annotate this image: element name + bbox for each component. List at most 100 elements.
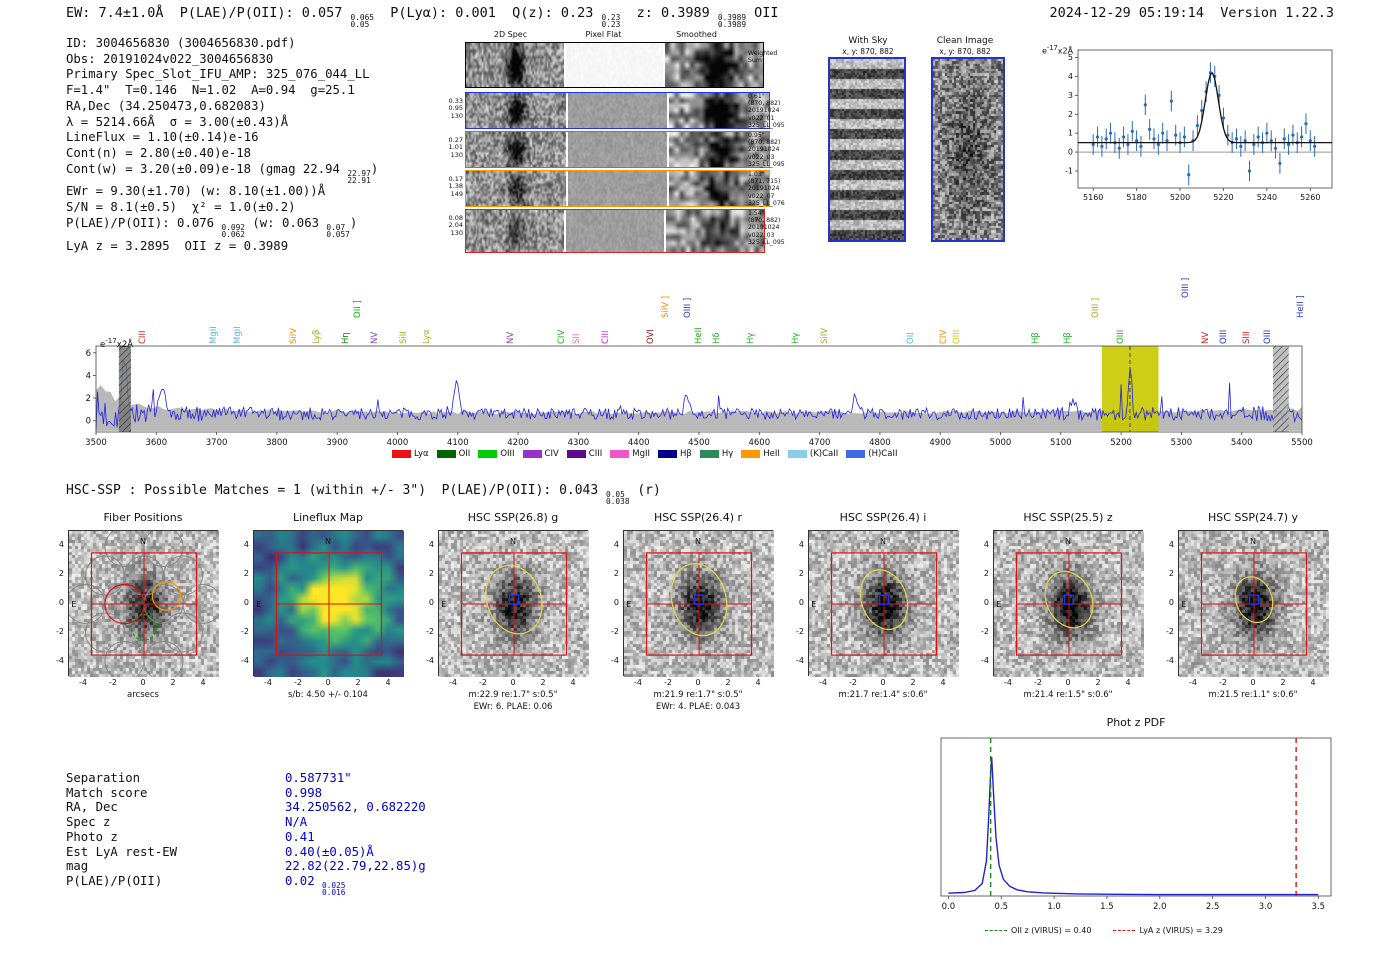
legend-item: (K)CaII bbox=[787, 449, 839, 459]
legend-item: CIII bbox=[566, 449, 602, 459]
svg-text:E: E bbox=[626, 600, 631, 609]
spec2d-row bbox=[465, 170, 770, 207]
legend-item: OII bbox=[436, 449, 471, 459]
match-table-row: Photo z 0.41 bbox=[66, 830, 426, 845]
legend-label: Hβ bbox=[680, 449, 692, 459]
info-line: EWr = 9.30(±1.70) (w: 8.10(±1.00))Å bbox=[66, 184, 326, 199]
svg-text:0: 0 bbox=[86, 417, 91, 427]
svg-text:3.5: 3.5 bbox=[1312, 902, 1326, 912]
cutout-xtick: 4 bbox=[570, 678, 576, 687]
legend-label: CIV bbox=[544, 449, 559, 459]
cutout-xtick: -2 bbox=[294, 678, 302, 687]
cutout-ytick: -4 bbox=[1166, 656, 1174, 666]
cutout-caption: m:21.4 re:1.5" s:0.6" bbox=[1023, 690, 1113, 700]
stacked-uncertainty: 0.23 0.23 bbox=[601, 13, 621, 30]
cutout-caption2: EWr: 6. PLAE: 0.06 bbox=[473, 702, 553, 712]
svg-text:3: 3 bbox=[1068, 91, 1073, 100]
match-row-label: Photo z bbox=[66, 829, 118, 844]
emission-line-label: NV bbox=[370, 331, 381, 344]
cutout-xtick: -2 bbox=[479, 678, 487, 687]
match-table-row: Separation 0.587731" bbox=[66, 771, 426, 786]
svg-text:4400: 4400 bbox=[628, 438, 650, 448]
cutout-xtick: -4 bbox=[449, 678, 457, 687]
match-row-value: 0.587731" bbox=[285, 771, 352, 785]
detection-info-block: ID: 3004656830 (3004656830.pdf) Obs: 2019… bbox=[66, 36, 378, 254]
info-line: LyA z = 3.2895 OII z = 0.3989 bbox=[66, 238, 289, 253]
match-table-row: P(LAE)/P(OII) 0.02 0.025 0.016 bbox=[66, 874, 426, 897]
legend-label: MgII bbox=[632, 449, 651, 459]
legend-item: OIII bbox=[478, 449, 515, 459]
cutout-xtick: 4 bbox=[755, 678, 761, 687]
svg-text:N: N bbox=[325, 537, 331, 546]
cutout-ytick: 4 bbox=[243, 539, 249, 549]
cutout-ytick: -2 bbox=[1166, 627, 1174, 637]
emission-line-label: Hβ bbox=[1063, 332, 1074, 344]
cutout-overlay: NE bbox=[256, 537, 383, 656]
legend-label: OIII bbox=[500, 449, 515, 459]
emission-line-label: OII bbox=[905, 332, 916, 344]
cutout-ytick: -2 bbox=[611, 627, 619, 637]
clean-image bbox=[931, 57, 1005, 242]
svg-text:4200: 4200 bbox=[507, 438, 529, 448]
cutout-ytick: -2 bbox=[981, 627, 989, 637]
svg-text:5220: 5220 bbox=[1213, 193, 1233, 202]
legend-item: CIV bbox=[522, 449, 559, 459]
cutout-xtick: 4 bbox=[200, 678, 206, 687]
svg-text:N: N bbox=[510, 537, 516, 546]
cutout-title: HSC SSP(26.8) g bbox=[467, 511, 559, 524]
cutout-ytick: 4 bbox=[983, 539, 989, 549]
emission-line-label: SiII bbox=[398, 331, 409, 344]
svg-text:0.0: 0.0 bbox=[942, 902, 956, 912]
legend-swatch bbox=[741, 450, 761, 458]
spec2d-row-meta: 0.61" (870, 882) 20191024 v022_01 325_LL_095 bbox=[748, 93, 785, 129]
emission-line-label: SIII bbox=[1241, 331, 1252, 344]
svg-text:2.5: 2.5 bbox=[1206, 902, 1220, 912]
legend-label: (H)CaII bbox=[868, 449, 898, 459]
legend-swatch bbox=[699, 450, 719, 458]
spec2d-smooth-image bbox=[669, 171, 769, 206]
timestamp-version: 2024-12-29 05:19:14 Version 1.22.3 bbox=[1049, 5, 1334, 21]
stacked-uncertainty: 0.3989 0.3989 bbox=[717, 13, 747, 30]
legend-item: Hγ bbox=[699, 449, 733, 459]
legend-label: Lyα bbox=[414, 449, 429, 459]
spec2d-spec-image bbox=[466, 132, 566, 167]
stacked-uncertainty: 0.065 0.05 bbox=[350, 13, 374, 30]
cutout-xtick: -2 bbox=[1034, 678, 1042, 687]
cutout-overlay: NE bbox=[69, 531, 219, 677]
sky-panels: With Sky x, y: 870, 882 Clean Image x, y… bbox=[820, 28, 1025, 256]
cutout-caption: arcsecs bbox=[127, 690, 159, 700]
legend-swatch bbox=[392, 450, 411, 458]
hsc-matches-line: HSC-SSP : Possible Matches = 1 (within +… bbox=[66, 483, 661, 507]
emission-line-label: MgII bbox=[232, 326, 243, 344]
emission-line-label: SiIV bbox=[819, 327, 830, 344]
cutout-xtick: 2 bbox=[910, 678, 916, 687]
info-line: Cont(n) = 2.80(±0.40)e-18 bbox=[66, 145, 252, 160]
legend-label: OII bbox=[458, 449, 471, 459]
spec2d-col-header: Pixel Flat bbox=[585, 30, 622, 39]
legend-item: Hβ bbox=[658, 449, 692, 459]
emission-line-label: OIII bbox=[1263, 329, 1274, 344]
legend-label: (K)CaII bbox=[809, 449, 839, 459]
cutout-title: HSC SSP(26.4) i bbox=[839, 511, 927, 524]
emission-line-label: OIII bbox=[952, 329, 963, 344]
cutout-xtick: 2 bbox=[540, 678, 546, 687]
emission-line-label: OVI bbox=[645, 329, 656, 344]
info-line: RA,Dec (34.250473,0.682083) bbox=[66, 98, 266, 113]
cutout-caption: s/b: 4.50 +/- 0.104 bbox=[288, 690, 368, 700]
svg-text:5260: 5260 bbox=[1300, 193, 1320, 202]
full-spectrum-plot: 0 2 4 6 3500 3600 3700 3800 3900 4000 4100 4200 4300… bbox=[60, 338, 1330, 458]
svg-text:2: 2 bbox=[86, 394, 91, 404]
match-row-label: P(LAE)/P(OII) bbox=[66, 873, 163, 888]
emission-line-label: OIII ] bbox=[1090, 297, 1101, 318]
cutout-ytick: 2 bbox=[983, 568, 989, 578]
cutout-ytick: 0 bbox=[613, 598, 619, 607]
svg-text:3600: 3600 bbox=[145, 438, 167, 448]
cutout-ytick: 0 bbox=[983, 598, 989, 607]
cutout-xtick: -2 bbox=[109, 678, 117, 687]
stacked-uncertainty: 22.97 22.91 bbox=[347, 168, 371, 186]
svg-text:E: E bbox=[71, 600, 76, 609]
svg-text:4500: 4500 bbox=[688, 438, 710, 448]
